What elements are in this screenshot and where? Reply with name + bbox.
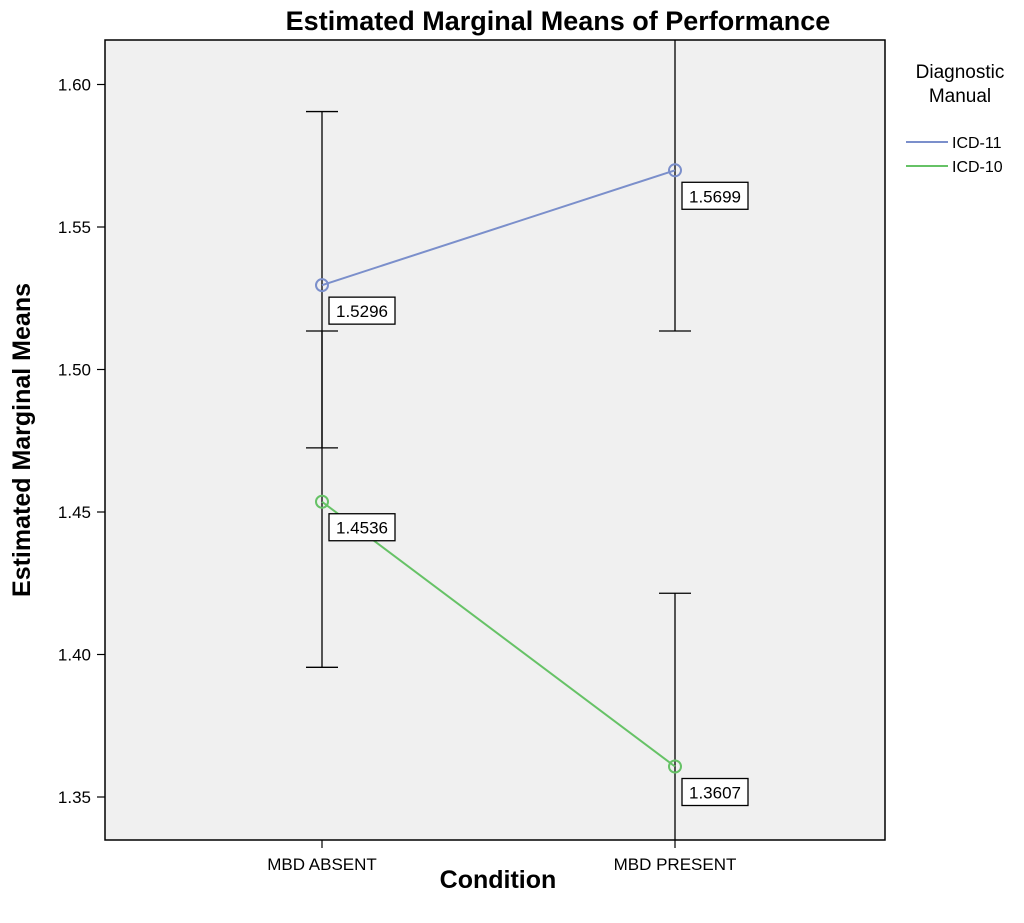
chart-title: Estimated Marginal Means of Performance (286, 6, 831, 36)
x-tick-label: MBD PRESENT (614, 855, 737, 874)
data-label-box (681, 777, 749, 807)
y-tick-label: 1.50 (58, 361, 91, 380)
legend: Diagnostic Manual ICD-11 ICD-10 (906, 62, 1004, 176)
x-tick-label: MBD ABSENT (267, 855, 377, 874)
y-tick-label: 1.40 (58, 646, 91, 665)
data-label-box (328, 296, 396, 325)
series-layer (315, 163, 682, 774)
x-axis-title: Condition (440, 866, 557, 894)
series-line (321, 500, 676, 768)
data-point (668, 759, 682, 774)
data-label: 1.5296 (336, 302, 388, 321)
legend-label: ICD-10 (952, 159, 1003, 176)
legend-title-line1: Diagnostic (916, 62, 1005, 83)
y-axis-title: Estimated Marginal Means (8, 283, 36, 597)
data-point (315, 278, 329, 293)
data-label-box (681, 181, 749, 210)
data-label-box (328, 513, 396, 542)
legend-label: ICD-11 (952, 135, 1002, 152)
y-tick-label: 1.35 (58, 788, 91, 807)
data-label: 1.5699 (689, 187, 741, 206)
plot-area (104, 39, 886, 841)
y-tick-label: 1.60 (58, 76, 91, 95)
x-axis: MBD ABSENT MBD PRESENT (267, 840, 736, 874)
data-label: 1.4536 (336, 519, 388, 538)
legend-title-line2: Manual (929, 86, 991, 107)
data-point (668, 163, 682, 178)
y-tick-label: 1.45 (58, 503, 91, 522)
legend-items: ICD-11 ICD-10 (906, 135, 1003, 176)
data-label: 1.3607 (689, 784, 741, 803)
y-tick-label: 1.55 (58, 218, 91, 237)
series-line (321, 169, 676, 287)
data-point (315, 494, 329, 509)
data-labels: 1.5296 1.5699 1.4536 1.3607 (328, 181, 749, 807)
y-axis: 1.35 1.40 1.45 1.50 1.55 1.60 (58, 76, 105, 807)
